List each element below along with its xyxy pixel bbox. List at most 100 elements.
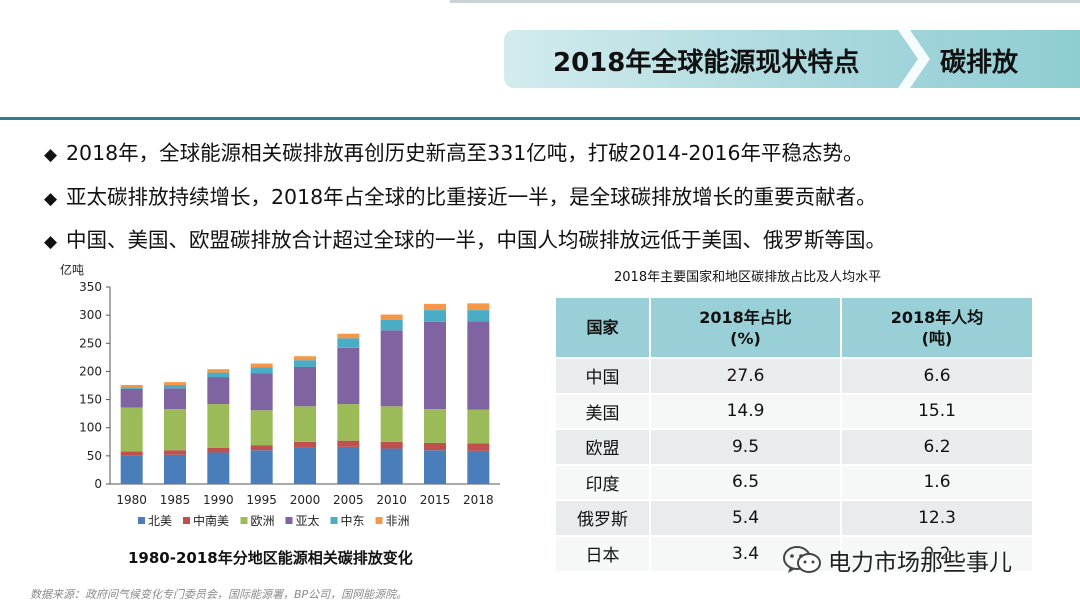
wechat-icon <box>783 546 821 573</box>
y-tick-label: 250 <box>79 336 102 350</box>
bar-segment <box>250 363 273 368</box>
bar-segment <box>120 455 143 484</box>
legend-label: 非洲 <box>386 514 410 528</box>
table-cell-country: 日本 <box>556 534 651 571</box>
table-cell-per-capita: 12.3 <box>841 499 1032 536</box>
table-row: 印度 6.5 1.6 <box>556 463 1032 500</box>
bar-segment <box>424 321 446 410</box>
table-cell-share: 6.5 <box>650 463 842 500</box>
bar-segment <box>120 387 143 389</box>
x-tick-label: 2015 <box>420 493 451 507</box>
table-row: 日本 3.4 9.2 <box>556 534 1032 571</box>
bar-segment <box>250 450 273 484</box>
watermark-text: 电力市场那些事儿 <box>828 550 1012 576</box>
bar-segment <box>120 388 143 408</box>
bar-segment <box>120 451 143 456</box>
diamond-bullet-icon: ◆ <box>44 145 58 165</box>
bar-segment <box>250 373 273 411</box>
legend-swatch <box>375 517 383 524</box>
bar-segment <box>164 409 186 451</box>
source-note: 数据来源：政府间气候变化专门委员会，国际能源署，BP公司，国网能源院。 <box>30 588 408 601</box>
diamond-bullet-icon: ◆ <box>44 189 58 209</box>
x-tick-label: 2005 <box>333 493 364 507</box>
y-tick-label: 100 <box>79 421 102 435</box>
bar-segment <box>380 448 403 484</box>
bar-segment <box>294 441 316 448</box>
bar-segment <box>164 454 186 484</box>
x-tick-label: 1980 <box>116 493 147 507</box>
bar-segment <box>380 314 403 320</box>
bar-segment <box>250 410 273 446</box>
y-tick-label: 50 <box>87 449 102 463</box>
legend-swatch <box>183 517 190 524</box>
bar-segment <box>380 330 403 407</box>
chart-title: 1980-2018年分地区能源相关碳排放变化 <box>128 549 413 567</box>
legend-label: 中南美 <box>193 513 229 528</box>
y-tick-label: 350 <box>79 280 102 294</box>
bar-segment <box>207 447 230 453</box>
y-tick-label: 300 <box>79 308 102 322</box>
bar-segment <box>467 310 490 322</box>
table-cell-per-capita: 9.2 <box>841 534 1032 571</box>
x-tick-label: 2010 <box>376 493 407 507</box>
bullet-point: ◆ 2018年，全球能源相关碳排放再创历史新高至331亿吨，打破2014-2016… <box>44 136 864 166</box>
bar-segment <box>164 388 186 410</box>
bar-segment <box>424 442 446 451</box>
legend-swatch <box>240 517 248 524</box>
bar-segment <box>337 404 360 441</box>
bar-segment <box>294 406 316 442</box>
legend-swatch <box>138 517 145 524</box>
table-header-country: 国家 <box>556 298 651 358</box>
emissions-table: 国家 2018年占比 (%) 2018年人均 (吨) 中国 27.6 6.6 美国 14.9… <box>556 298 1032 571</box>
bar-segment <box>380 406 403 442</box>
legend-label: 亚太 <box>296 513 320 528</box>
table-cell-share: 9.5 <box>650 428 842 465</box>
bar-segment <box>337 347 360 405</box>
legend-swatch <box>330 517 338 524</box>
table-cell-per-capita: 6.6 <box>841 357 1032 394</box>
bullet-point: ◆ 亚太碳排放持续增长，2018年占全球的比重接近一半，是全球碳排放增长的重要贡献… <box>44 180 877 210</box>
table-row: 欧盟 9.5 6.2 <box>556 428 1032 465</box>
bar-segment <box>164 384 186 389</box>
bar-segment <box>207 372 230 378</box>
bullet-text: 中国、美国、欧盟碳排放合计超过全球的一半，中国人均碳排放远低于美国、俄罗斯等国。 <box>66 228 886 252</box>
bar-segment <box>424 409 446 443</box>
table-cell-per-capita: 1.6 <box>841 463 1032 500</box>
x-tick-label: 1985 <box>160 493 191 507</box>
bar-segment <box>207 369 230 373</box>
table-header-share: 2018年占比 (%) <box>650 298 842 358</box>
bar-segment <box>250 445 273 451</box>
bar-segment <box>337 333 360 339</box>
bar-segment <box>120 384 143 388</box>
page-title: 2018年全球能源现状特点 <box>553 48 860 78</box>
x-tick-label: 1990 <box>203 493 234 507</box>
bar-segment <box>337 338 360 348</box>
table-cell-share: 27.6 <box>650 357 842 394</box>
bar-segment <box>250 367 273 374</box>
bar-segment <box>294 366 316 407</box>
legend-label: 中东 <box>341 513 365 528</box>
bar-segment <box>467 303 490 311</box>
bar-segment <box>207 452 230 484</box>
watermark: 电力市场那些事儿 <box>782 543 1012 577</box>
bar-segment <box>380 441 403 449</box>
y-tick-label: 0 <box>94 477 102 491</box>
table-cell-country: 欧盟 <box>556 428 651 465</box>
header-banner <box>504 30 1080 88</box>
top-gray-line <box>450 0 1080 3</box>
table-cell-per-capita: 15.1 <box>841 392 1032 429</box>
emissions-stacked-bar-chart: 亿吨 0 50 100 150 200 250 300 350 1980 1985 1990 1995 2… <box>60 262 500 528</box>
table-cell-per-capita: 6.2 <box>841 428 1032 465</box>
table-row: 中国 27.6 6.6 <box>556 357 1032 394</box>
bar-segment <box>467 443 490 451</box>
bar-segment <box>164 450 186 455</box>
y-axis-label: 亿吨 <box>60 262 84 277</box>
table-header-per-capita: 2018年人均 (吨) <box>841 298 1032 358</box>
legend-label: 北美 <box>148 514 172 528</box>
bullet-text: 2018年，全球能源相关碳排放再创历史新高至331亿吨，打破2014-2016年… <box>66 141 864 165</box>
table-cell-country: 美国 <box>556 392 651 429</box>
bar-segment <box>467 321 490 410</box>
bar-segment <box>467 409 490 444</box>
legend-swatch <box>285 517 293 524</box>
bullet-point: ◆ 中国、美国、欧盟碳排放合计超过全球的一半，中国人均碳排放远低于美国、俄罗斯等国… <box>44 223 886 253</box>
